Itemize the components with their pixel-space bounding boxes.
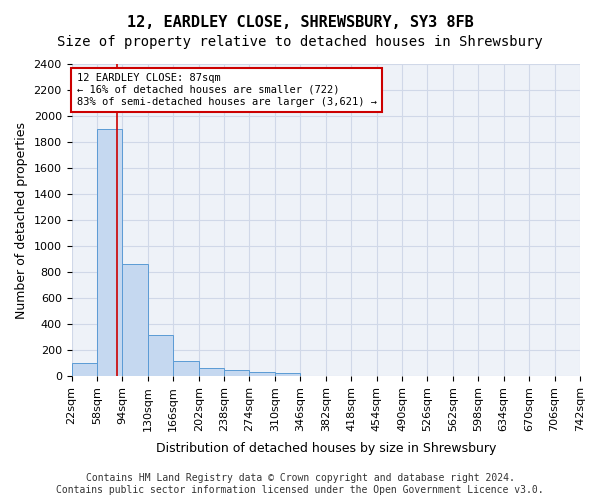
Bar [71, 363, 97, 376]
Text: Contains HM Land Registry data © Crown copyright and database right 2024.
Contai: Contains HM Land Registry data © Crown c… [56, 474, 544, 495]
Bar [275, 374, 301, 376]
Bar [199, 368, 224, 376]
Bar [97, 129, 122, 376]
X-axis label: Distribution of detached houses by size in Shrewsbury: Distribution of detached houses by size … [155, 442, 496, 455]
Y-axis label: Number of detached properties: Number of detached properties [15, 122, 28, 318]
Bar [173, 361, 199, 376]
Bar [122, 264, 148, 376]
Bar [250, 372, 275, 376]
Text: 12 EARDLEY CLOSE: 87sqm
← 16% of detached houses are smaller (722)
83% of semi-d: 12 EARDLEY CLOSE: 87sqm ← 16% of detache… [77, 74, 377, 106]
Bar [224, 370, 250, 376]
Bar [148, 335, 173, 376]
Text: 12, EARDLEY CLOSE, SHREWSBURY, SY3 8FB: 12, EARDLEY CLOSE, SHREWSBURY, SY3 8FB [127, 15, 473, 30]
Text: Size of property relative to detached houses in Shrewsbury: Size of property relative to detached ho… [57, 35, 543, 49]
